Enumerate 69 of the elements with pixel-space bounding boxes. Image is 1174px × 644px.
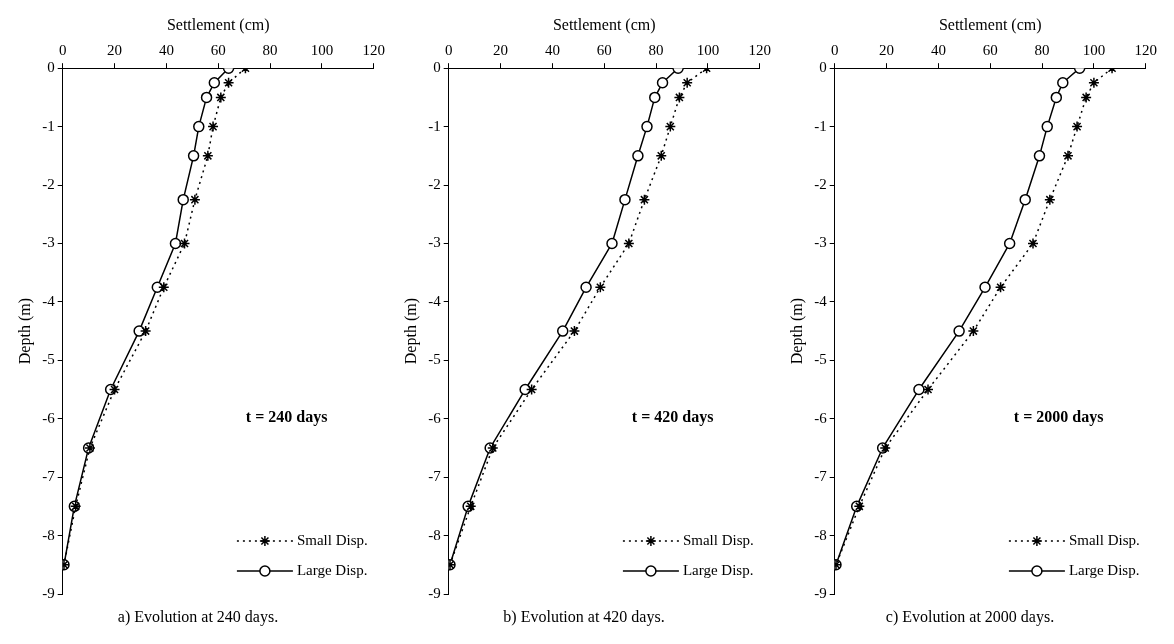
legend-label: Small Disp. xyxy=(296,531,368,548)
x-axis-title: Settlement (cm) xyxy=(166,15,270,34)
y-tick-label: -9 xyxy=(814,584,827,601)
y-tick-label: -7 xyxy=(428,468,442,485)
x-tick-label: 60 xyxy=(210,42,226,59)
legend-label: Large Disp. xyxy=(682,561,754,578)
y-tick-label: -9 xyxy=(428,584,441,601)
y-tick-label: -7 xyxy=(814,468,828,485)
x-tick-label: 40 xyxy=(930,42,946,59)
x-tick-label: 20 xyxy=(493,42,509,59)
x-tick-label: 40 xyxy=(544,42,560,59)
x-tick-label: 120 xyxy=(362,42,385,59)
text: c) Evolution at 2000 days. xyxy=(885,608,1055,626)
x-tick-label: 100 xyxy=(696,42,720,59)
legend-label: Large Disp. xyxy=(1068,561,1140,578)
x-tick-label: 0 xyxy=(830,42,839,59)
text: b) Evolution at 420 days. xyxy=(503,608,665,626)
x-tick-label: 100 xyxy=(1082,42,1106,59)
annotation: t = 240 days xyxy=(245,408,328,426)
y-tick-label: -3 xyxy=(814,234,827,251)
y-tick-label: -6 xyxy=(814,409,828,426)
x-tick-label: 80 xyxy=(648,42,664,59)
y-tick-label: -3 xyxy=(42,234,55,251)
x-tick-label: 120 xyxy=(748,42,771,59)
x-axis-title: Settlement (cm) xyxy=(938,15,1042,34)
y-tick-label: -6 xyxy=(428,409,442,426)
annotation: t = 2000 days xyxy=(1013,408,1104,426)
y-tick-label: 0 xyxy=(819,59,827,76)
legend-label: Small Disp. xyxy=(1068,531,1140,548)
x-tick-label: 60 xyxy=(982,42,998,59)
x-tick-label: 80 xyxy=(1034,42,1050,59)
x-tick-label: 20 xyxy=(107,42,123,59)
y-tick-label: -5 xyxy=(814,351,827,368)
x-tick-label: 0 xyxy=(444,42,453,59)
y-tick-label: -4 xyxy=(428,292,442,309)
annotation: t = 420 days xyxy=(631,408,714,426)
y-tick-label: -8 xyxy=(814,526,827,543)
y-tick-label: -8 xyxy=(428,526,441,543)
x-tick-label: 100 xyxy=(310,42,334,59)
y-tick-label: -7 xyxy=(42,468,56,485)
x-tick-label: 60 xyxy=(596,42,612,59)
y-tick-label: -2 xyxy=(428,175,441,192)
x-tick-label: 40 xyxy=(158,42,174,59)
y-tick-label: -4 xyxy=(42,292,56,309)
y-tick-label: -2 xyxy=(42,175,55,192)
legend-label: Large Disp. xyxy=(296,561,368,578)
y-tick-label: -1 xyxy=(42,117,55,134)
y-axis-title: Depth (m) xyxy=(787,298,806,365)
y-tick-label: -5 xyxy=(42,351,55,368)
y-tick-label: -5 xyxy=(428,351,441,368)
y-tick-label: 0 xyxy=(47,59,55,76)
x-tick-label: 120 xyxy=(1134,42,1157,59)
x-tick-label: 80 xyxy=(262,42,278,59)
y-axis-title: Depth (m) xyxy=(15,298,34,365)
y-tick-label: -1 xyxy=(814,117,827,134)
y-tick-label: -8 xyxy=(42,526,55,543)
x-axis-title: Settlement (cm) xyxy=(552,15,656,34)
x-tick-label: 20 xyxy=(879,42,895,59)
y-axis-title: Depth (m) xyxy=(401,298,420,365)
y-tick-label: -6 xyxy=(42,409,56,426)
y-tick-label: -3 xyxy=(428,234,441,251)
y-tick-label: -9 xyxy=(42,584,55,601)
legend-label: Small Disp. xyxy=(682,531,754,548)
y-tick-label: -4 xyxy=(814,292,828,309)
y-tick-label: -1 xyxy=(428,117,441,134)
y-tick-label: 0 xyxy=(433,59,441,76)
text: a) Evolution at 240 days. xyxy=(117,608,279,626)
x-tick-label: 0 xyxy=(58,42,67,59)
y-tick-label: -2 xyxy=(814,175,827,192)
